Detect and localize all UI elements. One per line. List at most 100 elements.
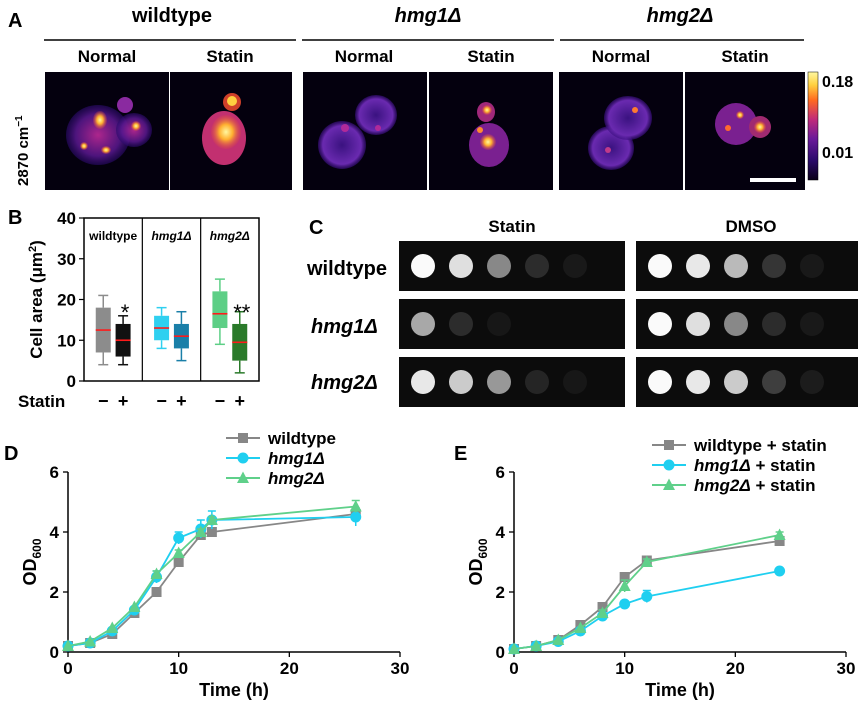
statin-condition-label: −	[98, 391, 109, 411]
colony-spot	[648, 370, 672, 394]
image-wt-normal	[45, 72, 169, 190]
group-title-hmg1: hmg1Δ	[395, 5, 462, 27]
colony-spot	[411, 312, 435, 336]
y-tick-label: 0	[496, 643, 505, 662]
y-axis-label: OD600	[466, 538, 490, 585]
growth-curve-normal: 0 10 20 30 0 2 4 6 Time (h) OD600 wildtypehmg1Δhmg…	[20, 429, 409, 700]
colony-spot	[762, 312, 786, 336]
data-point	[128, 600, 141, 612]
colony-spot	[411, 370, 435, 394]
data-point	[62, 639, 74, 651]
data-point	[640, 555, 653, 567]
group-title-wildtype: wildtype	[131, 5, 212, 27]
data-point	[552, 633, 565, 645]
cond-statin-hmg2: Statin	[721, 47, 768, 66]
data-point	[774, 536, 785, 546]
legend-label: hmg2Δ	[268, 469, 325, 488]
y-tick-label: 4	[496, 523, 506, 542]
colony-spot	[411, 254, 435, 278]
colony-spot	[762, 254, 786, 278]
y-tick-label: 2	[496, 583, 505, 602]
legend-label: hmg2Δ + statin	[694, 476, 815, 495]
y-tick-label: 2	[50, 583, 59, 602]
legend-label: hmg1Δ + statin	[694, 456, 815, 475]
cond-normal-wt: Normal	[78, 47, 137, 66]
data-point	[530, 639, 543, 651]
x-tick-label: 30	[391, 659, 410, 678]
y-tick-label: 6	[50, 463, 59, 482]
data-point	[151, 587, 162, 597]
image-hmg1-statin	[429, 72, 553, 190]
plate-strip	[399, 241, 625, 291]
x-axis-label: Time (h)	[645, 680, 715, 700]
plate-row-label-hmg2: hmg2Δ	[311, 372, 378, 394]
statin-condition-label: +	[176, 391, 187, 411]
plate-strip	[399, 299, 625, 349]
colony-spot	[449, 370, 473, 394]
group-title-hmg2: hmg2Δ	[647, 5, 714, 27]
panel-letter-e: E	[454, 443, 467, 465]
plate-strip	[399, 357, 625, 407]
data-point	[172, 546, 185, 558]
image-hmg1-normal	[303, 72, 427, 190]
colony-spot	[686, 312, 710, 336]
colony-spot	[800, 312, 824, 336]
panel-d: D 0 10 20 30 0 2 4 6 Time (h) OD600 wildtypehmg1Δh…	[4, 429, 409, 700]
data-point	[618, 579, 631, 591]
colony-spot	[724, 254, 748, 278]
colony-spot	[762, 370, 786, 394]
group-label: hmg1Δ	[151, 229, 191, 243]
y-tick-label: 10	[57, 331, 76, 350]
data-point	[773, 528, 786, 540]
image-hmg2-statin	[685, 72, 805, 190]
significance-marker: **	[233, 300, 251, 325]
growth-curve-statin: 0 10 20 30 0 2 4 6 Time (h) OD600 wildtype + stati…	[466, 436, 855, 700]
y-tick-label: 0	[67, 372, 76, 391]
spot-assay-plates	[399, 241, 858, 407]
colorbar-min-label: 0.01	[822, 145, 853, 162]
cond-dmso-plates: DMSO	[726, 217, 777, 236]
cond-normal-hmg2: Normal	[592, 47, 651, 66]
box	[212, 291, 228, 329]
statin-condition-label: −	[156, 391, 167, 411]
x-tick-label: 0	[63, 659, 72, 678]
legend-marker	[237, 471, 249, 483]
colony-spot	[487, 312, 511, 336]
statin-condition-label: +	[234, 391, 245, 411]
data-point	[194, 525, 207, 537]
colony-spot	[648, 312, 672, 336]
row-label-wavenumber: 2870 cm−1	[14, 115, 32, 186]
colony-spot	[648, 254, 672, 278]
colony-spot	[525, 370, 549, 394]
data-point	[508, 642, 520, 654]
colorbar-max-label: 0.18	[822, 74, 853, 91]
legend-marker	[663, 478, 675, 490]
image-hmg2-normal	[559, 72, 683, 190]
x-tick-label: 10	[615, 659, 634, 678]
panel-e: E 0 10 20 30 0 2 4 6 Time (h) OD600 wildtype + sta…	[454, 436, 855, 700]
statin-condition-label: −	[215, 391, 226, 411]
colony-spot	[449, 254, 473, 278]
data-point	[205, 513, 218, 525]
colony-spot	[525, 254, 549, 278]
plate-row-label-hmg1: hmg1Δ	[311, 316, 378, 338]
data-point	[106, 621, 119, 633]
colony-spot	[724, 312, 748, 336]
data-point	[350, 511, 362, 523]
legend-marker	[663, 459, 675, 471]
panel-letter-c: C	[309, 217, 323, 239]
x-tick-label: 0	[509, 659, 518, 678]
data-point	[574, 621, 587, 633]
y-tick-label: 4	[50, 523, 60, 542]
colony-spot	[686, 254, 710, 278]
data-point	[774, 565, 786, 577]
colony-spot	[800, 370, 824, 394]
legend-label: wildtype	[267, 429, 336, 448]
y-tick-label: 20	[57, 291, 76, 310]
data-point	[84, 635, 97, 647]
colony-spot	[563, 370, 587, 394]
significance-marker: *	[121, 300, 130, 325]
panel-c: C Statin DMSO wildtype hmg1Δ hmg2Δ	[306, 217, 858, 407]
box-plot-cell-area: 0 10 20 30 40 Cell area (μm2) wildtype hmg1Δ hmg…	[18, 209, 260, 411]
